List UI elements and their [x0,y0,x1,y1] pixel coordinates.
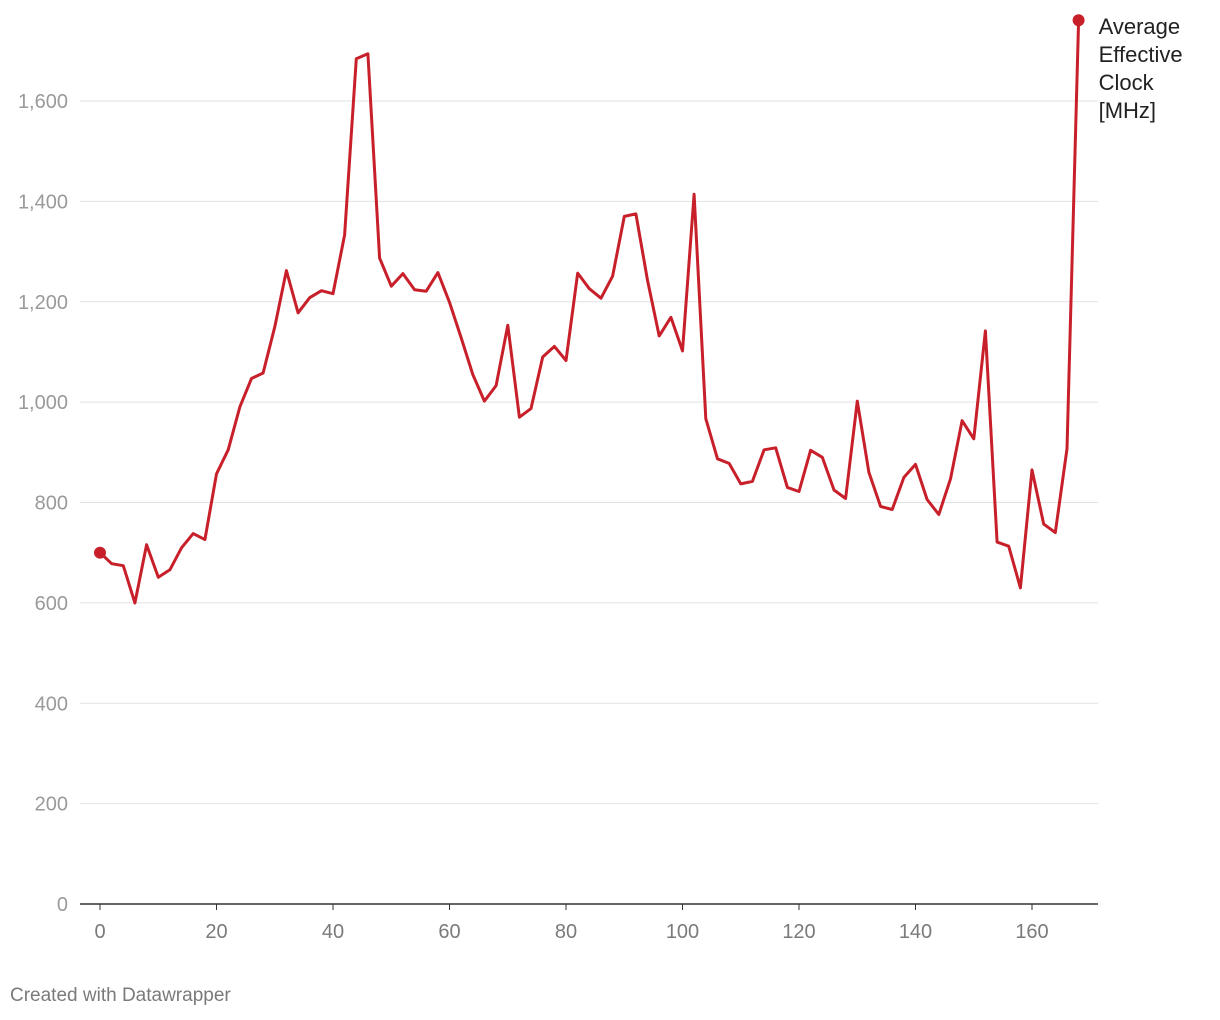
y-tick-label: 0 [57,894,68,916]
series-end-point [1072,14,1085,27]
x-tick-label: 160 [1015,921,1048,943]
y-axis-ticks: 0 200 400 600 800 1,000 1,200 1,400 1,600 [18,91,68,916]
series-line [98,20,1081,605]
y-tick-label: 1,600 [18,91,68,113]
y-tick-label: 200 [35,794,68,816]
y-tick-label: 1,200 [18,292,68,314]
x-tick-label: 140 [899,921,932,943]
y-tick-label: 600 [35,593,68,615]
line-chart: 0 200 400 600 800 1,000 1,200 1,400 1,600 0 20 40 6… [18,14,1183,943]
series-label-line: [MHz] [1099,98,1156,123]
x-tick-label: 40 [322,921,344,943]
y-tick-label: 1,400 [18,191,68,213]
x-axis-ticks: 0 20 40 60 80 100 120 140 160 [94,904,1049,943]
series-start-point [94,546,106,559]
x-tick-label: 0 [94,921,105,943]
x-tick-label: 80 [555,921,577,943]
x-tick-label: 20 [205,921,227,943]
gridlines [80,100,1098,805]
series-layer [94,14,1085,605]
series-label-line: Effective [1099,42,1183,67]
credit-text: Created with Datawrapper [10,985,231,1006]
series-label: Average Effective Clock [MHz] [1099,14,1183,123]
x-tick-label: 120 [782,921,815,943]
y-tick-label: 800 [35,493,68,515]
y-tick-label: 1,000 [18,392,68,414]
series-label-line: Average [1099,14,1181,39]
x-tick-label: 60 [438,921,460,943]
x-tick-label: 100 [666,921,699,943]
y-tick-label: 400 [35,693,68,715]
series-label-line: Clock [1099,70,1155,95]
